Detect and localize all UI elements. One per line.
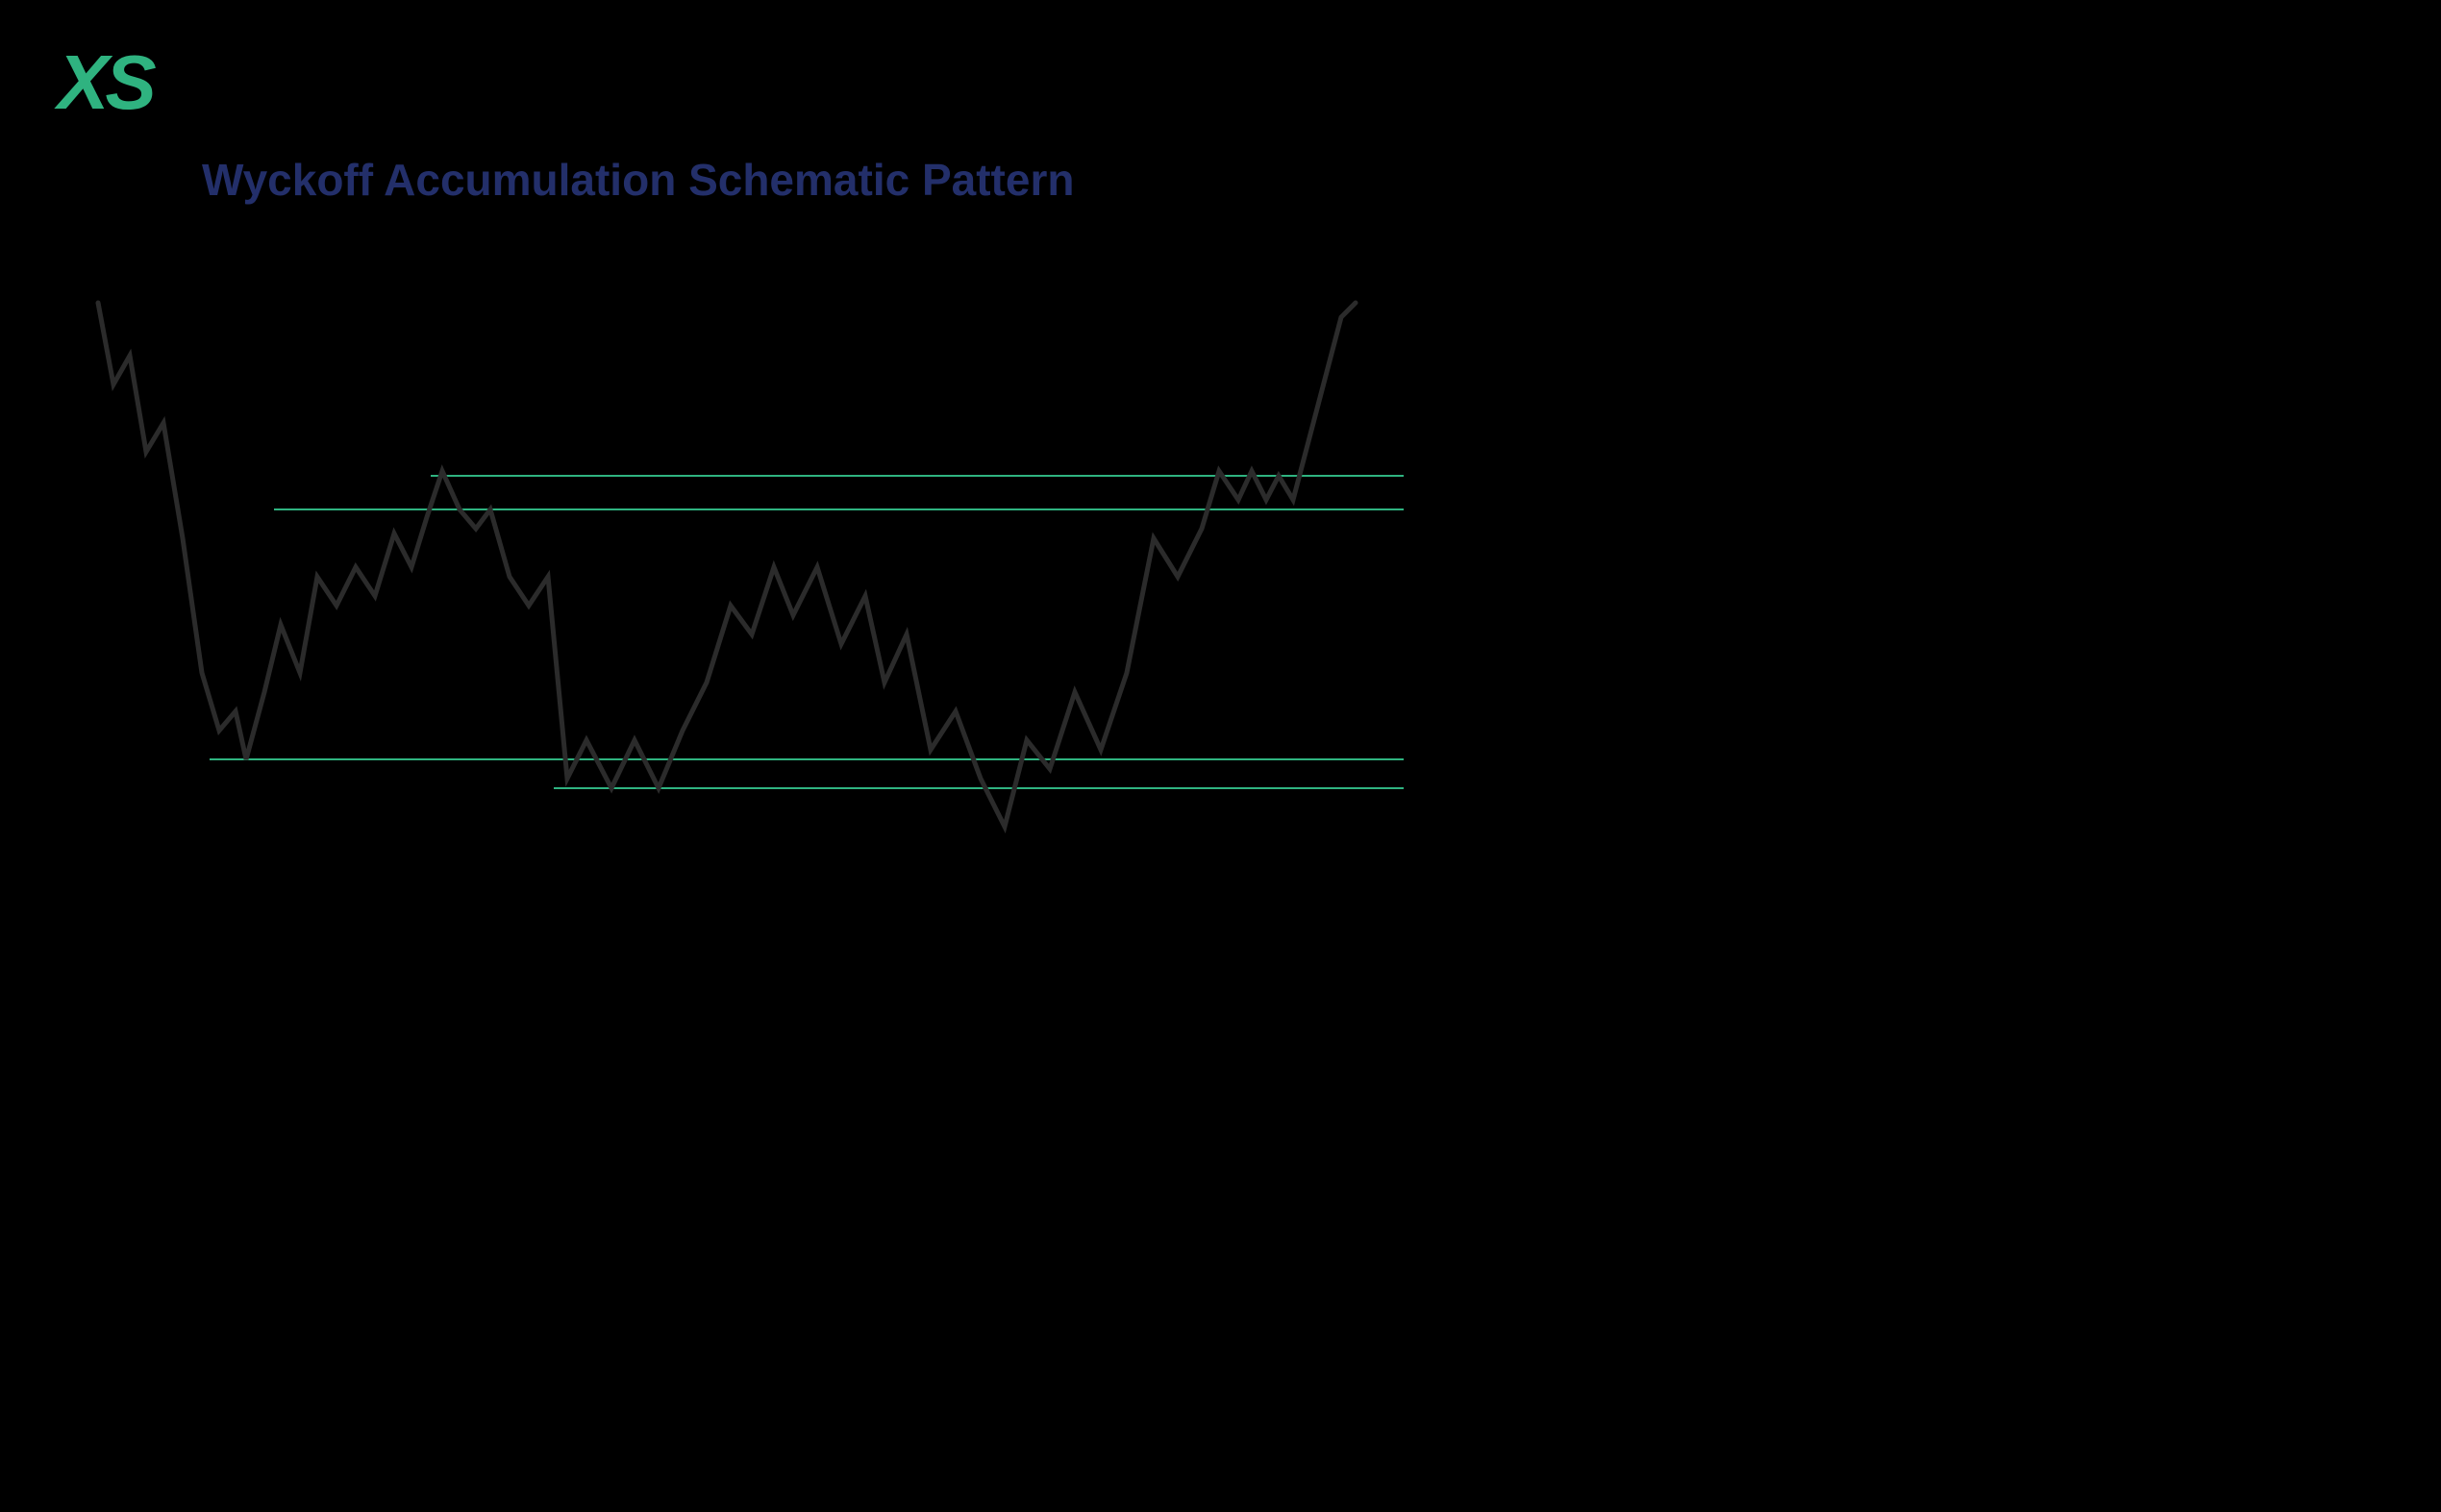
price-chart xyxy=(0,0,1442,893)
price-line xyxy=(98,303,1356,827)
chart-canvas: XS Wyckoff Accumulation Schematic Patter… xyxy=(0,0,1442,893)
